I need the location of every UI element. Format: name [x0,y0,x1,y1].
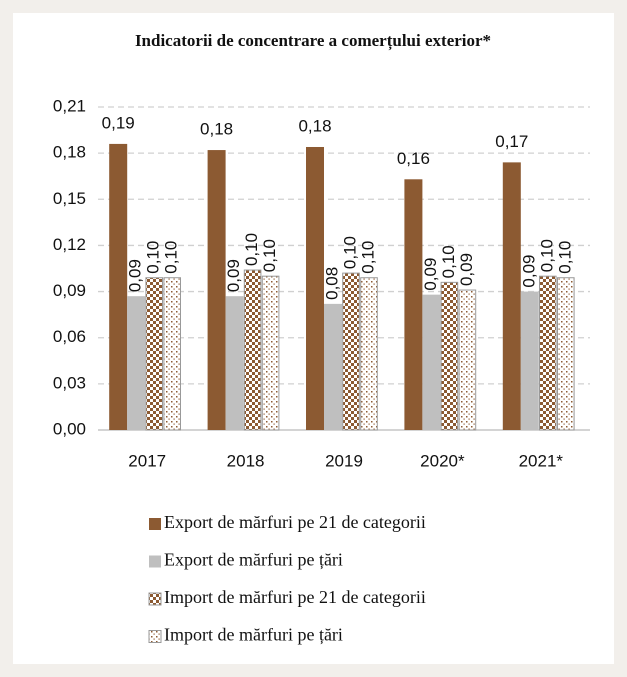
bar [440,281,459,431]
bar [225,296,244,430]
bar [458,289,477,431]
y-tick-label: 0,09 [53,281,86,300]
x-tick-label: 2018 [227,451,265,470]
y-tick-label: 0,15 [53,189,86,208]
data-label: 0,10 [144,241,163,274]
bar [360,277,378,431]
data-label: 0,10 [555,241,574,274]
data-label: 0,18 [200,120,233,139]
legend-swatch [148,592,162,606]
bar [127,296,146,430]
data-label: 0,10 [537,239,556,272]
x-tick-label: 2021* [519,451,564,470]
data-label: 0,10 [340,236,359,269]
legend-label: Export de mărfuri pe țări [164,550,343,570]
data-label: 0,09 [126,259,145,292]
y-tick-label: 0,21 [53,96,86,115]
legend-swatch [149,518,161,530]
y-tick-label: 0,12 [53,235,86,254]
x-tick-label: 2020* [420,451,465,470]
y-tick-label: 0,00 [53,419,86,438]
x-tick-label: 2019 [325,451,363,470]
y-tick-label: 0,18 [53,143,86,162]
legend-swatch [148,630,162,643]
data-label: 0,09 [519,254,538,287]
data-label: 0,09 [224,259,243,292]
data-label: 0,16 [397,149,430,168]
data-label: 0,10 [439,245,458,278]
bar [306,146,324,430]
bar [520,291,539,430]
data-label: 0,09 [421,258,440,291]
data-label: 0,10 [358,241,377,274]
bar [502,162,521,430]
bar [243,269,262,431]
bar [261,275,280,431]
data-label: 0,10 [162,241,181,274]
bar [324,303,342,430]
data-label: 0,10 [242,233,261,266]
legend-label: Export de mărfuri pe 21 de categorii [164,512,426,532]
bar [145,277,163,431]
data-label: 0,18 [298,116,331,135]
legend-swatch [149,555,161,568]
y-tick-label: 0,03 [53,373,86,392]
bar [539,275,557,431]
bar [207,150,226,431]
data-label: 0,09 [457,253,476,286]
data-label: 0,08 [322,267,341,300]
data-label: 0,17 [495,132,528,151]
bar [163,277,181,431]
chart-title: Indicatorii de concentrare a comerțului … [134,31,492,50]
data-label: 0,10 [260,239,279,272]
bar [109,143,128,430]
y-tick-label: 0,06 [53,327,86,346]
bar [557,277,575,431]
bar [422,294,441,430]
data-label: 0,19 [102,113,135,132]
bar [404,179,423,430]
bar [342,272,360,431]
legend-label: Import de mărfuri pe 21 de categorii [164,587,426,607]
x-tick-label: 2017 [128,451,166,470]
legend-label: Import de mărfuri pe țări [164,625,343,645]
